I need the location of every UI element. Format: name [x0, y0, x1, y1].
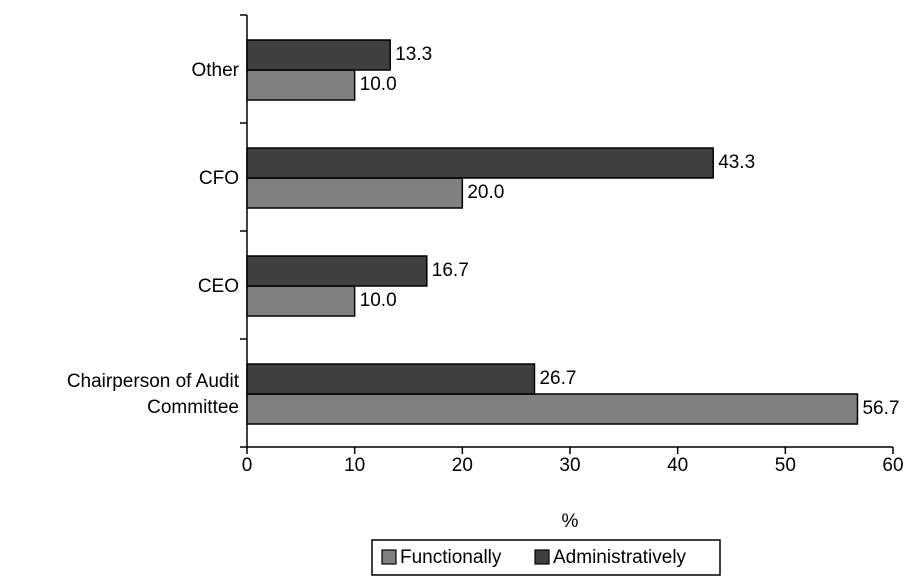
- x-tick-label: 10: [344, 455, 365, 476]
- legend-label: Functionally: [400, 547, 502, 568]
- bar: [246, 39, 391, 71]
- bar: [246, 393, 859, 425]
- bar: [246, 363, 536, 395]
- x-tick-label: 60: [882, 455, 903, 476]
- data-label: 26.7: [539, 368, 576, 389]
- data-label: 10.0: [360, 74, 397, 95]
- data-label: 13.3: [395, 44, 432, 65]
- data-label: 10.0: [360, 290, 397, 311]
- y-tick-label: CEO: [197, 276, 239, 297]
- data-label: 16.7: [432, 260, 469, 281]
- y-tick-label: CFO: [198, 168, 239, 189]
- bar: [246, 147, 714, 179]
- legend-swatch: [534, 549, 550, 565]
- bar: [246, 69, 356, 101]
- bar: [246, 255, 428, 287]
- bar: [246, 177, 464, 209]
- legend-swatch: [381, 549, 397, 565]
- x-tick-label: 20: [452, 455, 473, 476]
- data-label: 43.3: [718, 152, 755, 173]
- x-tick-label: 50: [775, 455, 796, 476]
- x-tick-label: 0: [242, 455, 253, 476]
- data-label: 20.0: [467, 182, 504, 203]
- data-label: 56.7: [862, 398, 899, 419]
- x-tick-label: 30: [559, 455, 580, 476]
- y-tick-label: Chairperson of Audit Committee: [66, 371, 239, 418]
- bar: [246, 285, 356, 317]
- y-tick-label: Other: [191, 60, 239, 81]
- legend-label: Administratively: [553, 547, 687, 568]
- x-axis-label: %: [562, 511, 579, 532]
- x-tick-label: 40: [667, 455, 688, 476]
